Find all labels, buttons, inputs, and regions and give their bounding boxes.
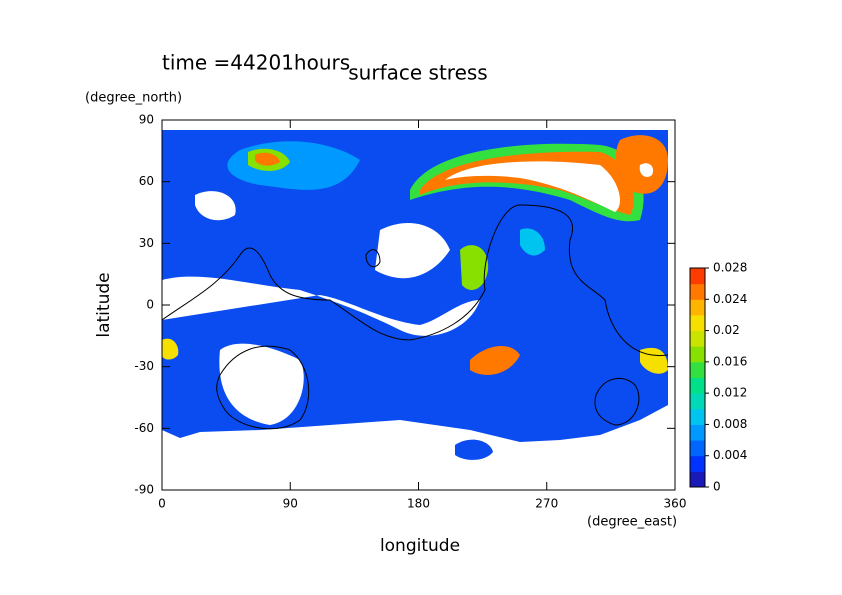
- colorbar-bin: [690, 424, 705, 441]
- colorbar-tick-label: 0.02: [713, 323, 740, 337]
- subtitle: time =44201hours: [162, 51, 350, 75]
- colorbar-bin: [690, 361, 705, 378]
- x-axis-label: longitude: [380, 536, 460, 556]
- x-tick-label: 0: [158, 497, 166, 511]
- y-tick-label: 90: [139, 113, 154, 127]
- colorbar-bin: [690, 393, 705, 410]
- colorbar-tick-label: 0.016: [713, 354, 747, 368]
- colorbar-frame: [689, 267, 706, 488]
- y-tick-label: 0: [146, 298, 154, 312]
- y-tick-label: -90: [134, 483, 154, 497]
- y-tick-label: 60: [139, 174, 154, 188]
- colorbar-bin: [690, 440, 705, 457]
- colorbar-tick-label: 0.008: [713, 417, 747, 431]
- colorbar-tick-label: 0.012: [713, 386, 747, 400]
- field: [162, 130, 668, 460]
- colorbar-bin: [690, 283, 705, 300]
- colorbar-bin: [690, 314, 705, 332]
- colorbar-bin: [690, 299, 705, 316]
- x-unit: (degree_east): [587, 515, 677, 530]
- colorbar-bin: [690, 471, 705, 488]
- colorbar-tick-label: 0.004: [713, 448, 747, 462]
- colorbar-tick-label: 0.024: [713, 292, 747, 306]
- y-tick-label: -30: [134, 359, 154, 373]
- y-unit: (degree_north): [85, 91, 182, 106]
- x-tick-label: 270: [535, 497, 558, 511]
- x-tick-label: 360: [664, 497, 687, 511]
- colorbar-bin: [690, 346, 705, 363]
- coastline: [161, 204, 669, 430]
- y-tick-label: -60: [134, 421, 154, 435]
- colorbar-bin: [690, 268, 705, 285]
- colorbar-bin: [690, 377, 705, 394]
- colorbar-tick-label: 0.028: [713, 261, 747, 275]
- chart-title: surface stress: [348, 61, 487, 85]
- y-tick-label: 30: [139, 236, 154, 250]
- x-tick-label: 90: [283, 497, 298, 511]
- colorbar-tick-label: 0: [713, 480, 721, 494]
- colorbar-bin: [690, 408, 705, 425]
- colorbar-bin: [690, 330, 705, 347]
- x-tick-label: 180: [407, 497, 430, 511]
- colorbar-bin: [690, 455, 705, 472]
- y-axis-label: latitude: [94, 272, 114, 337]
